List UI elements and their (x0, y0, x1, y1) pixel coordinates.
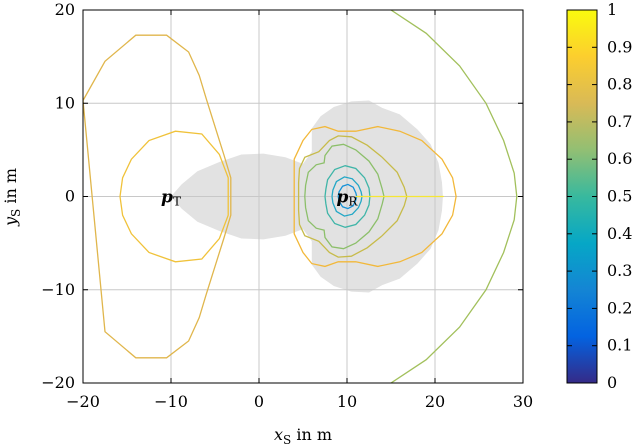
colorbar-tick-label: 0.9 (607, 37, 632, 56)
colorbar-tick-label: 0 (607, 373, 617, 392)
x-tick-label: 10 (337, 392, 357, 411)
x-tick-label: 30 (513, 392, 533, 411)
x-tick-label: −20 (66, 392, 100, 411)
contour-lines (83, 10, 518, 383)
x-tick-label: 0 (254, 392, 264, 411)
marker-label: pR (337, 188, 359, 209)
y-tick-label: 20 (55, 0, 75, 19)
colorbar-tick-label: 0.3 (607, 261, 632, 280)
colorbar-tick-label: 0.6 (607, 149, 632, 168)
contour-ring-yellow (293, 125, 457, 268)
x-tick-labels: −20 −10 0 10 20 30 (66, 392, 533, 411)
colorbar-tick-label: 0.8 (607, 75, 632, 94)
colorbar-tick-label: 0.4 (607, 224, 632, 243)
colorbar-tick-label: 0.5 (607, 187, 632, 206)
contour-inner-left (119, 130, 229, 263)
x-axis-label: xS in m (274, 425, 332, 446)
x-tick-label: −10 (154, 392, 188, 411)
contour-outer-arc (390, 10, 518, 383)
point-markers: pT pR (161, 188, 358, 209)
colorbar-tick-label: 0.7 (607, 112, 632, 131)
y-tick-label: 0 (65, 187, 75, 206)
y-tick-label: −20 (41, 373, 75, 392)
colorbar-tick-label: 0.2 (607, 298, 632, 317)
contour-outer-left (83, 34, 232, 359)
marker-label: pT (161, 188, 181, 209)
y-tick-labels: −20 −10 0 10 20 (41, 0, 75, 392)
colorbar-tick-label: 0.1 (607, 336, 632, 355)
x-tick-label: 20 (425, 392, 445, 411)
grid (82, 9, 524, 384)
colorbar-ticks: 0 0.1 0.2 0.3 0.4 0.5 0.6 0.7 0.8 0.9 1 (567, 0, 632, 392)
colorbar-tick-label: 1 (607, 0, 617, 19)
y-tick-label: −10 (41, 280, 75, 299)
y-axis-label: yS in m (1, 168, 23, 227)
axis-ticks (82, 9, 524, 384)
y-tick-label: 10 (55, 93, 75, 112)
